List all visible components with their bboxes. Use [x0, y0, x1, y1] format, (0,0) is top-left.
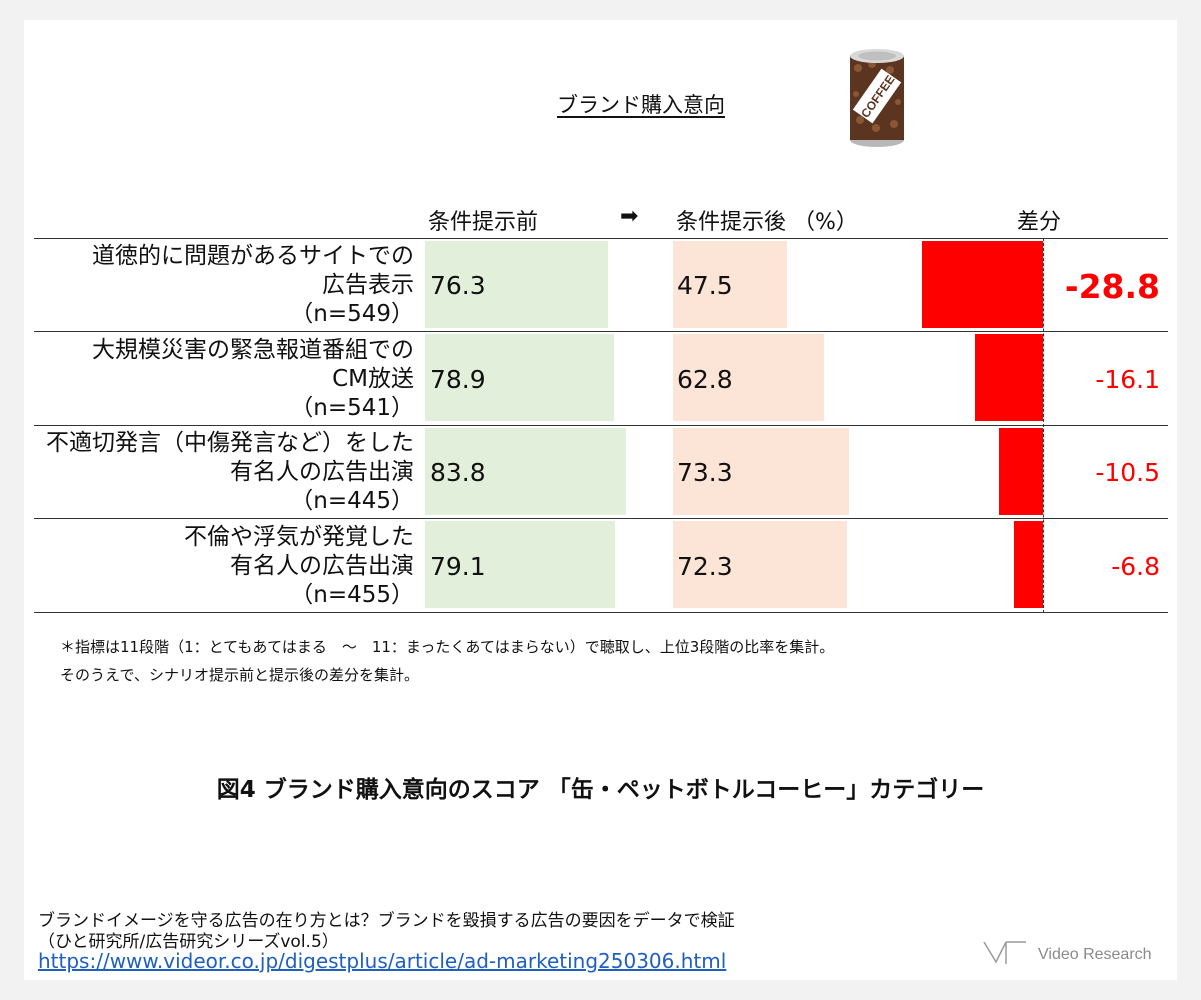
- bar-diff: [975, 334, 1043, 421]
- row-label: 道徳的に問題があるサイトでの 広告表示 （n=549）: [34, 242, 414, 329]
- row-label-line: 道徳的に問題があるサイトでの: [92, 243, 414, 269]
- row-label: 不適切発言（中傷発言など）をした 有名人の広告出演 （n=445）: [34, 429, 414, 516]
- header-after: 条件提示後 （%）: [676, 210, 858, 235]
- row-divider: [34, 425, 1168, 426]
- source-link[interactable]: https://www.videor.co.jp/digestplus/arti…: [38, 949, 727, 973]
- value-label-before: 83.8: [430, 458, 486, 487]
- bar-after: [673, 241, 787, 328]
- value-label-diff: -28.8: [1064, 267, 1160, 306]
- arrow-icon: ➡: [620, 204, 639, 229]
- value-label-after: 72.3: [677, 552, 733, 581]
- bar-before: [425, 428, 627, 515]
- logo-text: Video Research: [1038, 946, 1152, 963]
- header-diff: 差分: [1017, 210, 1062, 235]
- row-label-line: （n=549）: [290, 301, 414, 327]
- figure-caption: 図4 ブランド購入意向のスコア 「缶・ペットボトルコーヒー」カテゴリー: [216, 777, 985, 803]
- value-label-before: 79.1: [430, 552, 486, 581]
- coffee-can-icon: COFFEE: [850, 49, 904, 147]
- value-label-after: 73.3: [677, 458, 733, 487]
- row-label: 大規模災害の緊急報道番組での CM放送 （n=541）: [34, 336, 414, 423]
- bar-after: [673, 428, 849, 515]
- value-label-diff: -6.8: [1111, 552, 1160, 581]
- row-label-line: 有名人の広告出演: [230, 553, 414, 579]
- zero-line: [1043, 238, 1044, 613]
- value-label-diff: -16.1: [1095, 365, 1160, 394]
- header-before: 条件提示前: [428, 210, 539, 235]
- row-label-line: 不倫や浮気が発覚した: [184, 524, 414, 550]
- footnote: ＊指標は11段階（1：とてもあてはまる ～ 11：まったくあてはまらない）で聴取…: [60, 638, 835, 656]
- row-label-line: 広告表示: [322, 272, 414, 298]
- chart-title: ブランド購入意向: [557, 93, 725, 117]
- row-label: 不倫や浮気が発覚した 有名人の広告出演 （n=455）: [34, 523, 414, 610]
- row-label-line: （n=445）: [290, 488, 414, 514]
- row-label-line: 大規模災害の緊急報道番組での: [92, 337, 414, 363]
- footnote: そのうえで、シナリオ提示前と提示後の差分を集計。: [60, 666, 419, 684]
- value-label-after: 47.5: [677, 271, 733, 300]
- bar-before: [425, 241, 609, 328]
- video-research-logo: Video Research: [983, 941, 1152, 964]
- value-label-before: 78.9: [430, 365, 486, 394]
- bar-diff: [922, 241, 1043, 328]
- bar-diff: [998, 428, 1043, 515]
- source-text: ブランドイメージを守る広告の在り方とは？ブランドを毀損する広告の要因をデータで検…: [38, 911, 735, 931]
- row-label-line: CM放送: [332, 366, 414, 392]
- value-label-after: 62.8: [677, 365, 733, 394]
- value-label-diff: -10.5: [1095, 458, 1160, 487]
- bar-before: [425, 521, 615, 608]
- bar-after: [673, 334, 824, 421]
- row-divider: [34, 612, 1168, 613]
- value-label-before: 76.3: [430, 271, 486, 300]
- row-label-line: （n=455）: [290, 582, 414, 608]
- source-text: （ひと研究所/広告研究シリーズvol.5）: [38, 932, 339, 952]
- bar-diff: [1014, 521, 1043, 608]
- row-label-line: （n=541）: [290, 395, 414, 421]
- row-divider: [34, 238, 1168, 239]
- bar-after: [673, 521, 847, 608]
- row-divider: [34, 331, 1168, 332]
- bar-before: [425, 334, 615, 421]
- row-label-line: 不適切発言（中傷発言など）をした: [46, 430, 414, 456]
- row-divider: [34, 518, 1168, 519]
- row-label-line: 有名人の広告出演: [230, 459, 414, 485]
